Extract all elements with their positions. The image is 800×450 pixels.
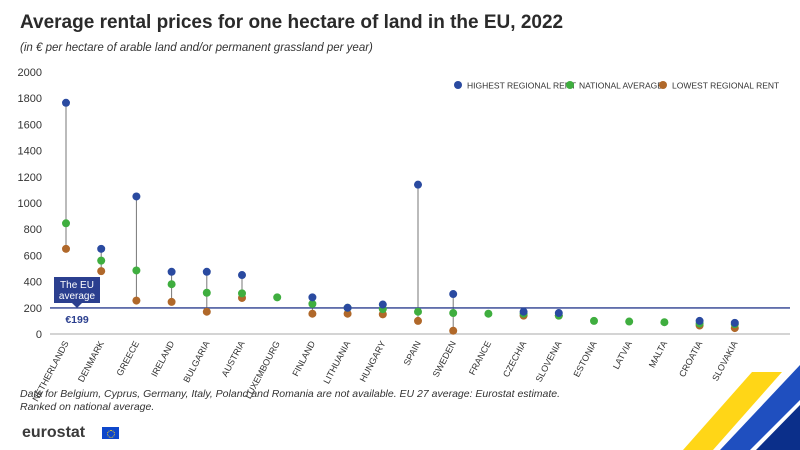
national-average-point [625,317,634,326]
x-tick-label: MALTA [647,339,669,369]
highest-point [308,293,317,302]
lowest-point [97,267,106,276]
eu-average-pointer [72,303,82,308]
highest-point [238,271,246,280]
national-average-point [273,293,282,302]
highest-point [414,180,422,189]
x-tick-label: LITHUANIA [321,339,352,385]
national-average-point [590,316,598,325]
highest-point [554,309,563,318]
lowest-point [308,309,317,318]
highest-point [695,316,704,325]
y-tick-label: 1600 [18,119,42,131]
x-tick-label: SWEDEN [431,339,458,379]
national-average-point [238,289,246,298]
national-average-point [484,309,493,318]
highest-point [97,244,106,253]
lowest-point [414,316,422,325]
y-tick-label: 2000 [18,67,42,79]
x-tick-label: CZECHIA [501,339,528,379]
highest-point [519,307,528,316]
legend-label: LOWEST REGIONAL RENT [672,81,779,91]
national-average-point [660,318,669,327]
y-tick-label: 1400 [18,146,42,158]
legend-label: HIGHEST REGIONAL RENT [467,81,576,91]
national-average-point [132,266,141,275]
decorative-blue-stripe [720,365,800,450]
highest-point [62,98,70,107]
y-tick-label: 0 [36,329,42,341]
x-tick-label: SLOVENIA [534,339,564,383]
highest-point [730,318,739,327]
highest-point [202,267,211,276]
highest-point [378,300,387,309]
footnote-1: Data for Belgium, Cyprus, Germany, Italy… [20,388,561,400]
x-tick-label: LATVIA [611,339,634,371]
x-tick-label: FINLAND [290,339,317,378]
legend-marker [566,81,574,89]
national-average-point [167,280,176,289]
lowest-point [62,244,70,253]
x-tick-label: GREECE [114,339,141,377]
x-tick-label: CROATIA [677,339,704,378]
lowest-point [343,309,352,318]
decorative-yellow-stripe [683,372,782,450]
legend-label: NATIONAL AVERAGE [579,81,663,91]
y-tick-label: 1000 [18,198,42,210]
x-tick-label: FRANCE [467,339,493,376]
highest-point [167,267,176,276]
chart-subtitle: (in € per hectare of arable land and/or … [20,42,373,54]
eu-average-label-line1: The EU [60,280,94,291]
eu-average-value: €199 [65,314,89,326]
national-average-point [62,219,70,228]
national-average-point [449,309,458,318]
y-tick-label: 400 [24,277,42,289]
x-tick-label: DENMARK [76,339,106,383]
legend-marker [659,81,667,89]
lowest-point [132,296,141,305]
lowest-point [202,307,211,316]
eu-average-box [54,277,100,303]
x-tick-label: IRELAND [149,339,176,379]
footnote-2: Ranked on national average. [20,401,155,413]
y-tick-label: 1800 [18,93,42,105]
lowest-point [167,297,176,306]
legend-marker [454,81,462,89]
x-tick-label: ESTONIA [571,339,598,378]
national-average-point [202,288,211,297]
national-average-point [97,256,106,265]
x-tick-label: BULGARIA [181,339,211,384]
eurostat-logo: eurostat [22,424,86,441]
y-tick-label: 200 [24,303,42,315]
decorative-navy-corner [756,405,800,450]
y-tick-label: 800 [24,224,42,236]
x-tick-label: AUSTRIA [220,339,247,378]
eu-flag-icon [102,427,119,439]
y-tick-label: 600 [24,250,42,262]
x-tick-label: SLOVAKIA [710,339,739,382]
x-tick-label: HUNGARY [358,339,388,383]
highest-point [132,192,141,201]
chart-title: Average rental prices for one hectare of… [20,12,564,33]
highest-point [343,303,352,312]
national-average-point [308,299,317,308]
y-tick-label: 1200 [18,172,42,184]
national-average-point [414,307,422,316]
lowest-point [449,326,458,335]
eu-average-label-line2: average [59,291,96,302]
x-tick-label: SPAIN [402,339,423,367]
highest-point [449,290,458,299]
